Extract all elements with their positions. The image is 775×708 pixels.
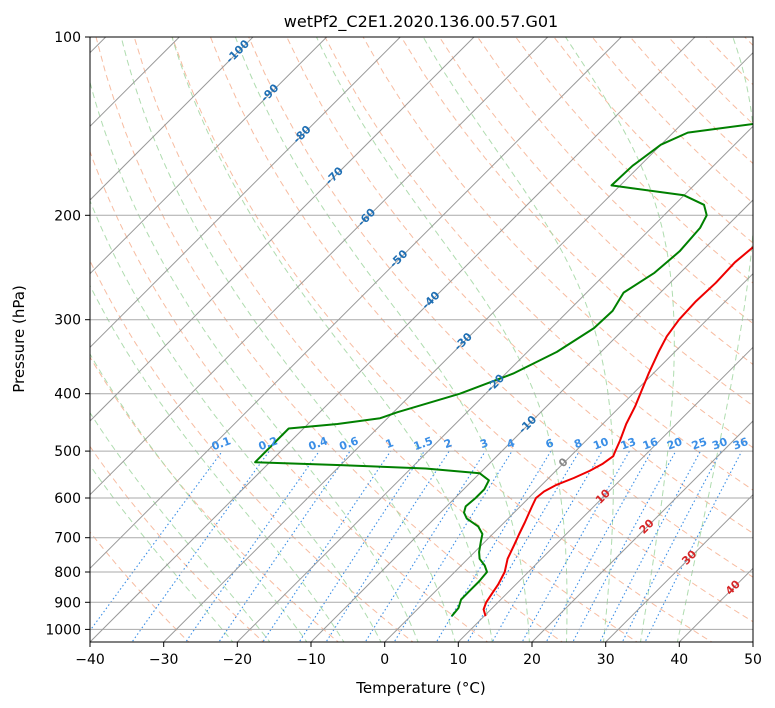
x-tick-label: 0	[380, 652, 389, 668]
mixing-ratio-line	[298, 450, 425, 642]
mixing-ratio-line	[393, 450, 513, 642]
mixing-ratio-label: 2	[442, 436, 454, 451]
isotherm-gridline	[90, 37, 549, 496]
isotherm-gridline	[163, 51, 753, 642]
isotherm-gridline	[531, 420, 753, 642]
y-tick-label: 500	[54, 444, 81, 460]
x-tick-label: 20	[523, 652, 541, 668]
dry-adiabat	[362, 37, 753, 449]
mixing-ratio-line	[218, 450, 351, 642]
mixing-ratio-label: 4	[505, 436, 517, 451]
mixing-ratio-label: 20	[665, 435, 684, 453]
y-tick-label: 400	[54, 387, 81, 403]
mixing-ratio-label: 1	[384, 436, 396, 451]
y-tick-label: 800	[54, 565, 81, 581]
y-tick-label: 900	[54, 595, 81, 611]
y-tick-label: 700	[54, 531, 81, 547]
y-axis: 100 200 300 400 500 600 700 800 900 1000	[45, 30, 90, 638]
mixing-ratio-label: 10	[591, 435, 610, 453]
y-tick-label: 300	[54, 313, 81, 329]
isotherm-gridlines	[90, 37, 753, 642]
isotherm-gridline	[90, 37, 622, 570]
mixing-ratio-label: 8	[572, 436, 584, 451]
x-tick-label: 50	[744, 652, 762, 668]
dry-adiabat	[477, 37, 753, 325]
isotherm-gridline	[310, 199, 753, 642]
x-tick-label: −30	[149, 652, 179, 668]
y-axis-label: Pressure (hPa)	[10, 285, 28, 393]
mixing-ratio-label: 6	[544, 436, 556, 451]
y-tick-label: 200	[54, 208, 81, 224]
dry-adiabat	[400, 37, 753, 407]
isotherm-gridline	[90, 37, 254, 201]
dry-adiabat	[90, 259, 414, 642]
sounding-series	[254, 122, 753, 617]
plot-frame	[89, 36, 754, 643]
x-axis: −40 −30 −20 −10 0 10 20 30 40 50	[75, 642, 762, 668]
plot-area: -100-90-80-70-60-50-40-30-20-10010203040…	[90, 37, 753, 642]
mixing-ratio-line	[599, 450, 701, 642]
mixing-ratio-label: 30	[710, 435, 729, 453]
mixing-ratio-label: 16	[641, 435, 660, 453]
mixing-ratio-label: 36	[731, 435, 750, 453]
x-tick-label: 30	[597, 652, 615, 668]
y-tick-label: 600	[54, 491, 81, 507]
dry-adiabat	[324, 37, 753, 491]
temperature-line	[482, 245, 753, 617]
y-tick-label: 1000	[45, 622, 81, 638]
x-tick-label: 10	[449, 652, 467, 668]
isotherm-gridline	[90, 37, 696, 642]
dewpoint-line	[254, 122, 753, 617]
x-tick-label: −40	[75, 652, 105, 668]
mixing-ratio-line	[466, 450, 580, 642]
isotherm-gridline	[384, 272, 753, 642]
dry-adiabat	[248, 37, 753, 578]
isotherm-gridline	[605, 493, 753, 642]
chart-title: wetPf2_C2E1.2020.136.00.57.G01	[284, 12, 558, 32]
isotherm-gridline	[236, 125, 753, 642]
moist-adiabat	[90, 199, 382, 642]
x-tick-label: 40	[670, 652, 688, 668]
mixing-ratio-label: 0.1	[210, 434, 233, 453]
mixing-ratio-line	[572, 450, 677, 642]
mixing-ratio-label: 1.5	[412, 434, 435, 453]
x-axis-label: Temperature (°C)	[355, 679, 485, 697]
mixing-ratio-line	[262, 450, 392, 642]
mixing-ratio-label: 0.2	[257, 434, 280, 453]
mixing-ratio-label: 0.6	[338, 434, 361, 453]
mixing-ratio-line	[621, 450, 722, 642]
mixing-ratio-label: 3	[478, 436, 490, 451]
y-tick-label: 100	[54, 30, 81, 46]
isotherm-gridline	[90, 37, 328, 275]
dry-adiabat	[438, 37, 753, 366]
isotherm-gridline	[90, 37, 401, 349]
isotherm-gridline	[90, 37, 475, 422]
x-tick-label: −10	[296, 652, 326, 668]
moist-adiabat	[90, 80, 419, 642]
mixing-ratio-label: 13	[619, 435, 638, 452]
mixing-ratio-line	[325, 450, 450, 642]
isobar-gridlines	[90, 37, 753, 630]
mixing-ratio-label: 0.4	[307, 434, 330, 453]
dry-adiabat	[286, 37, 753, 534]
mixing-ratio-labels: 0.1 0.2 0.4 0.6 1 1.5 2 3 4 6 8 10 13 16 20 25 30 36	[210, 434, 751, 453]
mixing-ratio-label: 25	[690, 435, 709, 452]
mixing-ratio-line	[131, 450, 270, 642]
mixing-ratio-line	[90, 450, 223, 632]
mixing-ratio-line	[185, 450, 320, 642]
isotherm-gridline	[457, 346, 753, 642]
x-tick-label: −20	[223, 652, 253, 668]
